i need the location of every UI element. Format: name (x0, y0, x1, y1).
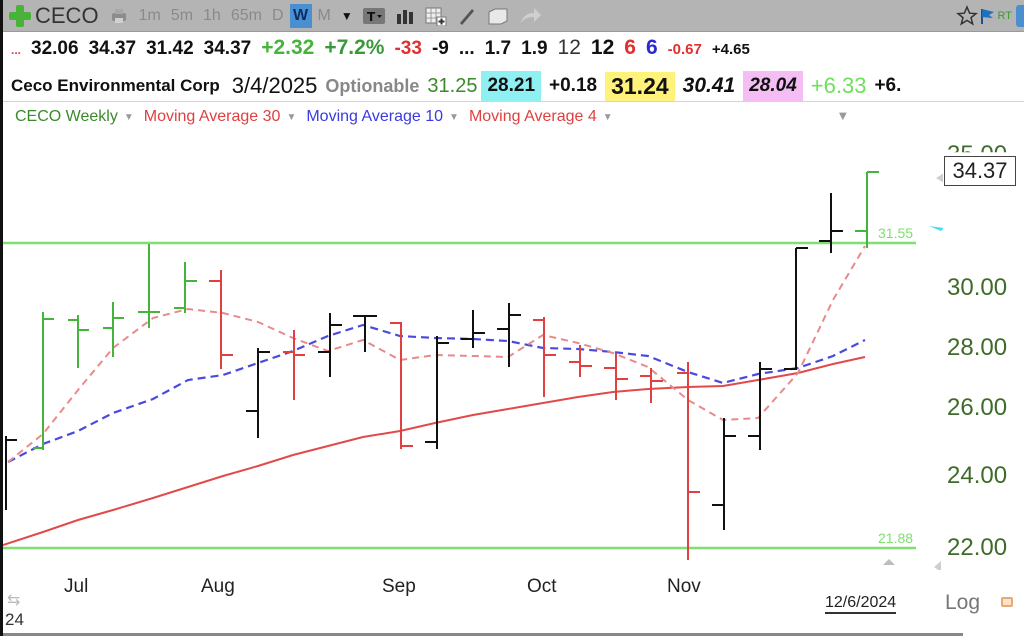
month-label-jul: Jul (64, 576, 89, 597)
svg-text:T: T (367, 10, 376, 24)
expand-ellipsis[interactable]: ... (11, 43, 22, 57)
stat-d: 1.9 (521, 38, 548, 59)
month-label-sep: Sep (382, 576, 416, 597)
net-change: +2.32 (261, 36, 315, 59)
stat-b: -9 (431, 38, 449, 59)
value-7: +6.33 (810, 73, 867, 98)
high-price: 34.37 (88, 38, 137, 59)
value-4: 31.24 (605, 71, 675, 101)
interval-65m[interactable]: 65m (230, 6, 262, 24)
quote-row-info: Ceco Environmental Corp 3/4/2025 Optiona… (11, 69, 909, 103)
ma10-line (7, 323, 866, 463)
end-date-label[interactable]: 12/6/2024 (825, 594, 897, 614)
level-label-lower: 21.88 (878, 530, 914, 546)
ma30-line (3, 356, 866, 546)
pane-menu-icon[interactable]: ▼ (839, 111, 847, 122)
value-2: 28.21 (481, 71, 542, 101)
axis-label-35: 35.00 (947, 141, 1008, 168)
interval-dropdown-icon[interactable]: ▼ (340, 8, 353, 23)
value-6: 28.04 (743, 71, 803, 101)
open-price: 32.06 (31, 38, 79, 59)
current-price-marker: 34.37 (944, 156, 1016, 186)
optionable-label: Optionable (325, 75, 420, 96)
stat-f: 12 (590, 36, 615, 59)
legend-ceco-weekly[interactable]: CECO Weekly (15, 108, 118, 125)
axis-label-22: 22.00 (947, 534, 1008, 561)
scroll-up-icon (883, 559, 895, 565)
low-price: 31.42 (146, 38, 194, 59)
value-8: +6. (874, 75, 902, 96)
share-arrow-icon[interactable] (515, 4, 547, 28)
value-5: 30.41 (682, 74, 736, 97)
alert-marker-icon (929, 226, 943, 231)
year-fragment-label: 24 (5, 610, 24, 629)
rt-badge[interactable]: RT (997, 10, 1012, 22)
stat-j: +4.65 (711, 41, 750, 58)
flag-icon[interactable] (980, 6, 996, 26)
print-icon[interactable] (105, 4, 133, 28)
stat-e: 12 (557, 36, 581, 59)
legend-dropdown-icon[interactable]: ▼ (449, 111, 459, 123)
folder-icon[interactable] (483, 4, 513, 28)
legend-ma4[interactable]: Moving Average 4 (468, 108, 597, 125)
month-label-oct: Oct (527, 576, 557, 597)
draw-pencil-icon[interactable] (453, 4, 481, 28)
stat-h: 6 (645, 36, 658, 59)
log-scale-toggle[interactable]: Log (945, 591, 981, 614)
stat-a: -33 (394, 38, 422, 59)
add-indicator-icon[interactable] (421, 4, 451, 28)
legend-ma10[interactable]: Moving Average 10 (306, 108, 444, 125)
interval-w[interactable]: W (289, 3, 312, 28)
percent-change: +7.2% (324, 36, 385, 59)
stat-g: 6 (624, 36, 636, 59)
axis-label-28: 28.00 (947, 334, 1008, 361)
stat-c: 1.7 (484, 38, 512, 59)
legend-dropdown-icon[interactable]: ▼ (602, 111, 613, 123)
lock-scale-icon[interactable] (1001, 597, 1013, 607)
level-label-upper: 31.55 (878, 225, 914, 241)
legend-dropdown-icon[interactable]: ▼ (123, 111, 134, 123)
interval-1m[interactable]: 1m (138, 6, 161, 24)
toolbar-right: RT (955, 0, 1024, 32)
panel-toggle[interactable] (1016, 5, 1024, 27)
horizontal-scrollbar[interactable] (3, 633, 963, 636)
value-3: +0.18 (549, 75, 598, 96)
ohlc-bars (5, 171, 879, 560)
header-divider (3, 101, 1024, 102)
legend-ma30[interactable]: Moving Average 30 (143, 108, 281, 125)
legend-dropdown-icon[interactable]: ▼ (286, 111, 297, 123)
star-icon[interactable] (955, 5, 978, 27)
scroll-left-icon (934, 561, 941, 570)
interval-1h[interactable]: 1h (203, 6, 221, 24)
company-name: Ceco Environmental Corp (11, 76, 220, 95)
quote-date: 3/4/2025 (231, 73, 318, 98)
scroll-back-icon[interactable]: ⇆ (7, 590, 21, 609)
month-label-aug: Aug (201, 576, 235, 597)
chart-legend: CECO Weekly ▼ Moving Average 30 ▼ Moving… (15, 107, 623, 127)
interval-5m[interactable]: 5m (170, 6, 194, 24)
price-chart-plot[interactable] (3, 130, 943, 570)
bar-style-icon[interactable] (391, 4, 419, 28)
interval-d[interactable]: D (271, 6, 284, 24)
close-price: 34.37 (203, 38, 252, 59)
price-pointer-icon (936, 173, 943, 183)
add-symbol-icon[interactable] (9, 4, 31, 27)
symbol-input[interactable]: CECO (35, 2, 99, 28)
interval-m[interactable]: M (317, 6, 331, 24)
axis-label-26: 26.00 (947, 394, 1008, 421)
axis-label-30: 30.00 (947, 274, 1008, 301)
more-ellipsis[interactable]: ... (458, 38, 475, 59)
toolbar: CECO 1m 5m 1h 65m D W M ▼ T (3, 0, 1024, 32)
value-1: 31.25 (427, 74, 478, 97)
stat-i: -0.67 (667, 41, 702, 58)
text-tool-icon[interactable]: T (359, 4, 389, 28)
quote-row-ohlc: ... 32.06 34.37 31.42 34.37 +2.32 +7.2% … (11, 36, 760, 64)
axis-label-24: 24.00 (947, 462, 1008, 489)
month-label-nov: Nov (667, 576, 701, 597)
